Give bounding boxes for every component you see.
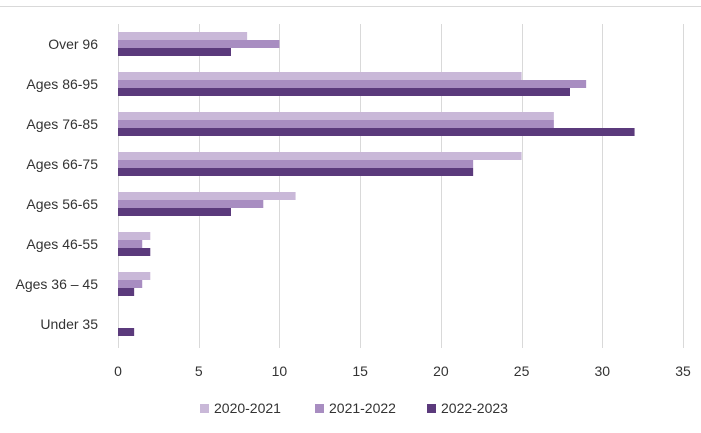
bar (118, 240, 143, 248)
category-label: Ages 76-85 (26, 116, 98, 132)
category-label: Ages 56-65 (26, 196, 98, 212)
category-label: Over 96 (48, 36, 98, 52)
legend-label: 2020-2021 (214, 400, 281, 416)
category-label: Under 35 (40, 316, 98, 332)
legend-label: 2021-2022 (329, 400, 396, 416)
bar (118, 48, 231, 56)
legend-swatch (315, 404, 324, 413)
category-label: Ages 36 – 45 (15, 276, 98, 292)
x-tick-label: 30 (594, 363, 610, 379)
bars (118, 32, 635, 336)
legend-swatch (427, 404, 436, 413)
bar (118, 80, 587, 88)
bar (118, 248, 151, 256)
x-tick-label: 25 (514, 363, 530, 379)
bar (118, 168, 474, 176)
x-tick-label: 15 (352, 363, 368, 379)
category-label: Ages 86-95 (26, 76, 98, 92)
bar (118, 280, 143, 288)
x-tick-label: 0 (114, 363, 122, 379)
bar (118, 120, 554, 128)
bar (118, 200, 264, 208)
bar (118, 192, 296, 200)
bar (118, 128, 635, 136)
x-tick-label: 10 (272, 363, 288, 379)
bar (118, 160, 474, 168)
bar (118, 208, 231, 216)
legend-label: 2022-2023 (441, 400, 508, 416)
category-label: Ages 46-55 (26, 236, 98, 252)
x-tick-labels: 0 5 10 15 20 25 30 35 (114, 363, 691, 379)
bar (118, 72, 522, 80)
x-tick-label: 35 (675, 363, 691, 379)
bar (118, 32, 248, 40)
legend: 2020-2021 2021-2022 2022-2023 (200, 400, 508, 416)
category-label: Ages 66-75 (26, 156, 98, 172)
bar (118, 88, 570, 96)
bar (118, 288, 135, 296)
bar (118, 152, 522, 160)
legend-swatch (200, 404, 209, 413)
x-tick-label: 20 (433, 363, 449, 379)
bar (118, 112, 554, 120)
category-labels: Over 96 Ages 86-95 Ages 76-85 Ages 66-75 Age… (15, 36, 98, 332)
x-tick-label: 5 (195, 363, 203, 379)
bar (118, 40, 280, 48)
bar (118, 232, 151, 240)
bar (118, 272, 151, 280)
bar (118, 328, 135, 336)
